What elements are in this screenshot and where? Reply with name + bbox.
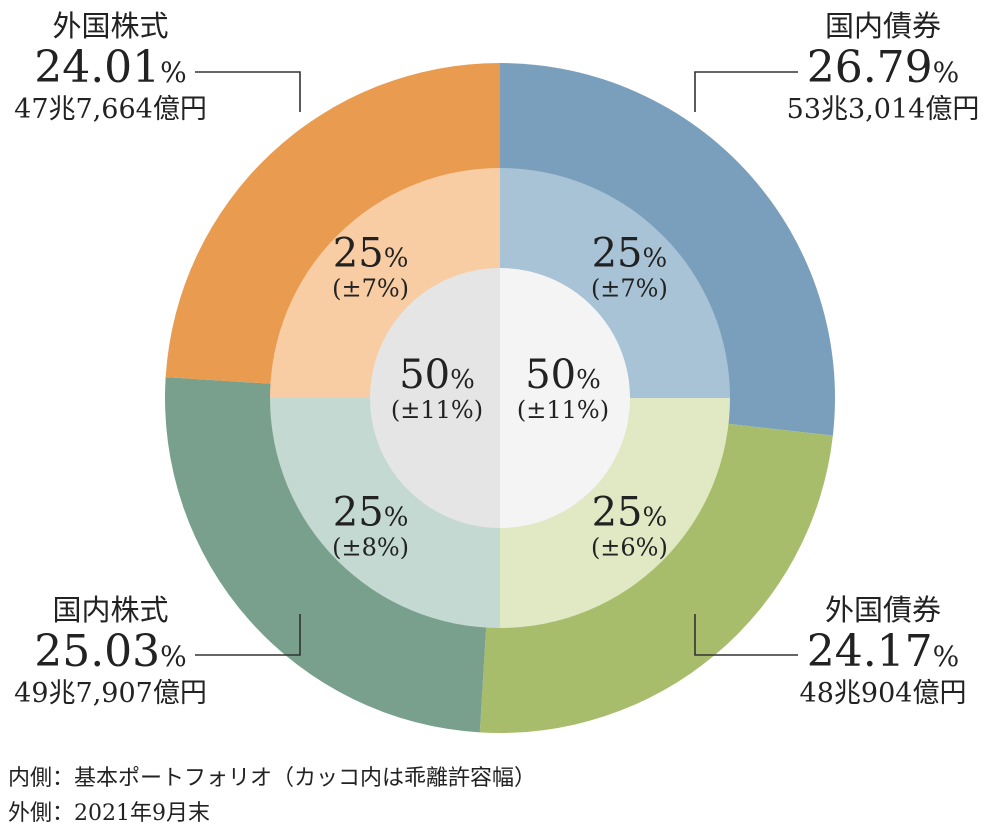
leader-line-domestic-stocks (195, 614, 301, 656)
label-name: 外国債券 (824, 593, 941, 627)
value-label-main: 50% (525, 352, 601, 398)
label-amount: 48兆904億円 (799, 677, 967, 709)
inner-label-0: 50%(±11%) (517, 352, 609, 424)
label-percent: 24.01% (8, 43, 213, 94)
value-label-main: 50% (399, 352, 475, 398)
leader-line-foreign-stocks (195, 71, 301, 112)
value-label-main: 25% (592, 489, 668, 535)
label-percent: 25.03% (8, 627, 213, 678)
leader-line-domestic-bonds (694, 71, 798, 112)
leader-line-foreign-bonds (694, 614, 798, 656)
value-label-range: (±8%) (332, 533, 409, 561)
value-label-main: 25% (333, 231, 409, 277)
middle-label-2: 25%(±8%) (332, 489, 409, 561)
label-foreign-bonds: 外国債券 24.17% 48兆904億円 (783, 593, 983, 709)
value-label-main: 25% (333, 489, 409, 535)
label-name: 国内株式 (52, 593, 169, 627)
label-percent: 24.17% (783, 627, 983, 678)
value-label-main: 25% (592, 231, 668, 277)
inner-label-1: 50%(±11%) (391, 352, 483, 424)
value-label-range: (±11%) (391, 396, 483, 424)
footnote-outer: 外側：2021年9月末 (8, 801, 210, 826)
inner-circle (370, 268, 630, 528)
label-name: 外国株式 (52, 9, 169, 43)
inner-half-1 (370, 268, 500, 528)
percent-unit: % (160, 56, 187, 90)
value-label-range: (±7%) (332, 275, 409, 303)
inner-half-0 (500, 268, 630, 528)
value-label-range: (±7%) (591, 275, 668, 303)
leader-lines (195, 71, 798, 656)
label-foreign-stocks: 外国株式 24.01% 47兆7,664億円 (8, 9, 213, 125)
percent-value: 24.01 (34, 42, 161, 94)
label-domestic-stocks: 国内株式 25.03% 49兆7,907億円 (8, 593, 213, 709)
value-label-range: (±6%) (591, 533, 668, 561)
label-name: 国内債券 (824, 9, 941, 43)
middle-label-3: 25%(±7%) (332, 231, 409, 303)
label-percent: 26.79% (783, 43, 983, 94)
value-label-range: (±11%) (517, 396, 609, 424)
percent-value: 24.17 (806, 626, 933, 678)
label-amount: 49兆7,907億円 (14, 677, 207, 709)
percent-unit: % (160, 640, 187, 674)
middle-label-1: 25%(±6%) (591, 489, 668, 561)
value-labels: 25%(±7%)25%(±6%)25%(±8%)25%(±7%)50%(±11%… (332, 231, 668, 562)
percent-value: 26.79 (806, 42, 933, 94)
middle-label-0: 25%(±7%) (591, 231, 668, 303)
label-domestic-bonds: 国内債券 26.79% 53兆3,014億円 (783, 9, 983, 125)
footnote-inner: 内側：基本ポートフォリオ（カッコ内は乖離許容幅） (8, 766, 537, 791)
label-amount: 53兆3,014億円 (786, 93, 980, 125)
percent-unit: % (932, 640, 960, 674)
percent-unit: % (932, 56, 960, 90)
label-amount: 47兆7,664億円 (14, 93, 207, 125)
percent-value: 25.03 (34, 626, 161, 678)
